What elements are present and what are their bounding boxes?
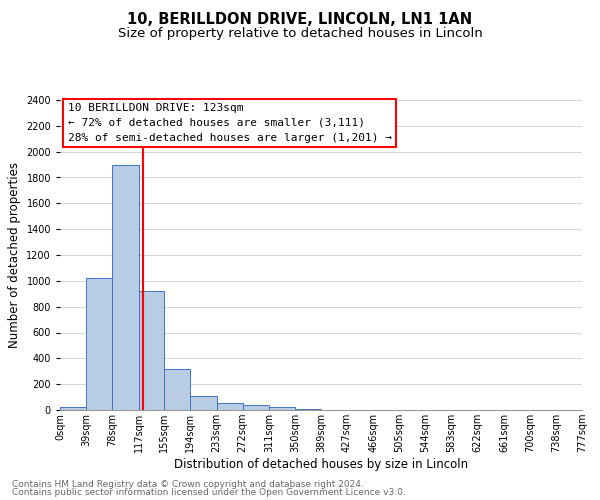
Bar [243, 406, 269, 410]
Bar [164, 368, 190, 410]
Bar [269, 408, 295, 410]
Text: Contains public sector information licensed under the Open Government Licence v3: Contains public sector information licen… [12, 488, 406, 497]
Text: Contains HM Land Registry data © Crown copyright and database right 2024.: Contains HM Land Registry data © Crown c… [12, 480, 364, 489]
Y-axis label: Number of detached properties: Number of detached properties [8, 162, 20, 348]
Text: 10, BERILLDON DRIVE, LINCOLN, LN1 1AN: 10, BERILLDON DRIVE, LINCOLN, LN1 1AN [127, 12, 473, 28]
Bar [217, 403, 243, 410]
Bar [60, 407, 86, 410]
Bar [112, 164, 139, 410]
X-axis label: Distribution of detached houses by size in Lincoln: Distribution of detached houses by size … [174, 458, 468, 471]
Text: 10 BERILLDON DRIVE: 123sqm
← 72% of detached houses are smaller (3,111)
28% of s: 10 BERILLDON DRIVE: 123sqm ← 72% of deta… [68, 103, 392, 142]
Bar [86, 278, 112, 410]
Bar [190, 396, 217, 410]
Text: Size of property relative to detached houses in Lincoln: Size of property relative to detached ho… [118, 28, 482, 40]
Bar [139, 291, 164, 410]
